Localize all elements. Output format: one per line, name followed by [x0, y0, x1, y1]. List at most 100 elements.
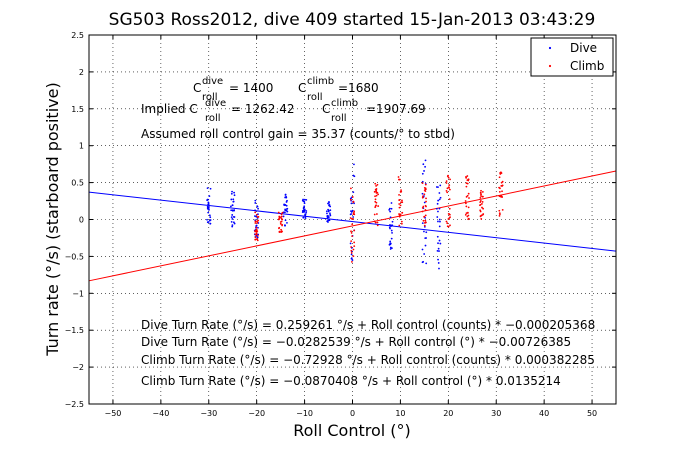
climb-point	[500, 172, 503, 174]
annot-c-climb-sub: roll	[307, 92, 323, 103]
dive-point	[350, 210, 352, 213]
dive-point	[230, 216, 233, 219]
dive-point	[435, 186, 438, 188]
climb-point	[446, 187, 449, 190]
annotation-c-dive: C dive roll = 1400	[193, 76, 273, 103]
climb-point	[254, 236, 257, 239]
dive-point	[327, 210, 330, 213]
dive-point	[437, 199, 440, 202]
climb-point	[353, 241, 356, 244]
ticks: −50 −40 −30 −20 −10 0 10 20 30 40 50−2.5−2−1.5−1−0…	[65, 31, 616, 418]
climb-point	[281, 218, 284, 221]
dive-point	[230, 205, 232, 208]
dive-point	[326, 216, 329, 219]
dive-point	[254, 199, 257, 202]
climb-point	[400, 222, 403, 225]
fit-line-climb	[88, 170, 617, 282]
climb-point	[353, 245, 356, 248]
y-tick-label: −1.5	[65, 326, 84, 335]
climb-point	[423, 215, 426, 218]
legend-marker-climb	[548, 64, 552, 68]
dive-point	[233, 216, 236, 218]
climb-point	[424, 190, 427, 193]
dive-point	[437, 210, 439, 213]
y-tick-label: −2.5	[65, 400, 84, 409]
dive-point	[421, 248, 424, 251]
annotation-implied-dive: Implied C dive roll = 1262.42	[141, 98, 295, 124]
dive-point	[390, 237, 393, 240]
dive-point	[423, 230, 425, 233]
dive-point	[329, 205, 332, 208]
climb-point	[254, 220, 257, 223]
dive-point	[436, 249, 439, 252]
annot-implied-dive-prefix: Implied C	[141, 102, 198, 116]
climb-point	[374, 195, 376, 198]
dive-point	[257, 207, 259, 210]
dive-point	[437, 262, 440, 264]
dive-point	[390, 202, 393, 204]
climb-point	[280, 215, 283, 218]
legend: Dive Climb	[530, 37, 614, 77]
dive-point	[208, 195, 211, 197]
climb-point	[400, 220, 403, 223]
climb-point	[464, 202, 467, 205]
dive-point	[388, 224, 391, 226]
dive-point	[438, 198, 441, 201]
x-tick-label: −40	[152, 409, 169, 418]
annotation-c-climb: C climb roll =1680	[298, 76, 379, 103]
climb-point	[448, 217, 451, 219]
dive-point	[425, 231, 428, 234]
climb-point	[255, 213, 258, 216]
climb-point	[376, 221, 379, 224]
dive-point	[437, 220, 439, 223]
climb-point	[464, 200, 467, 202]
dive-point	[206, 206, 209, 209]
dive-point	[439, 196, 442, 199]
dive-point	[284, 194, 287, 196]
dive-point	[254, 215, 256, 217]
dive-point	[388, 209, 391, 211]
dive-point	[303, 205, 306, 208]
dive-point	[232, 221, 235, 224]
dive-point	[230, 192, 233, 195]
dive-point	[329, 209, 332, 212]
annot-fit-dive-deg: Dive Turn Rate (°/s) = −0.0282539 °/s + …	[141, 335, 571, 349]
dive-point	[285, 204, 288, 207]
climb-point	[350, 217, 353, 220]
climb-point	[446, 222, 449, 225]
dive-point	[207, 211, 210, 214]
climb-point	[350, 187, 352, 190]
y-tick-label: −0.5	[65, 252, 84, 261]
climb-point	[479, 201, 482, 204]
dive-point	[255, 225, 258, 227]
dive-point	[328, 200, 330, 203]
dive-point	[439, 184, 442, 187]
climb-point	[279, 221, 282, 223]
climb-point	[279, 216, 281, 219]
dive-point	[327, 214, 329, 217]
dive-point	[421, 192, 424, 195]
climb-point	[374, 198, 377, 201]
climb-point	[466, 211, 469, 214]
dive-point	[438, 225, 441, 228]
climb-point	[466, 194, 469, 197]
dive-point	[254, 209, 256, 212]
climb-point	[448, 213, 451, 216]
dive-point	[349, 213, 352, 216]
climb-point	[498, 186, 501, 189]
climb-point	[400, 190, 403, 193]
dive-point	[207, 221, 210, 223]
climb-point	[422, 205, 425, 208]
dive-point	[303, 202, 306, 205]
dive-point	[437, 258, 439, 261]
climb-point	[498, 209, 501, 212]
dive-point	[302, 206, 305, 209]
dive-point	[232, 198, 235, 201]
climb-point	[377, 193, 380, 196]
climb-point	[349, 217, 352, 219]
dive-point	[233, 222, 236, 225]
dive-point	[286, 210, 289, 213]
dive-point	[209, 187, 212, 190]
dive-point	[231, 190, 233, 193]
climb-point	[445, 190, 448, 192]
